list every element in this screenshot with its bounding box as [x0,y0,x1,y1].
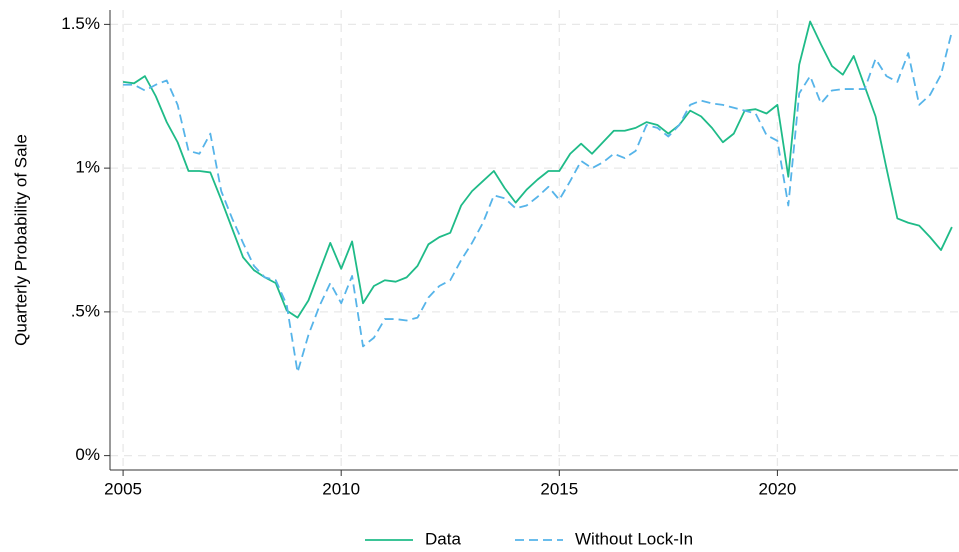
y-tick-label: 1.5% [61,14,100,33]
legend-label: Data [425,529,461,548]
x-tick-label: 2005 [104,479,142,498]
x-tick-label: 2015 [540,479,578,498]
x-tick-label: 2020 [758,479,796,498]
y-tick-label: 0% [75,445,100,464]
series-line [122,20,953,319]
legend-label: Without Lock-In [575,529,693,548]
x-tick-label: 2010 [322,479,360,498]
series-line [123,31,953,374]
y-axis-label: Quarterly Probability of Sale [11,134,30,346]
y-tick-label: 1% [75,158,100,177]
y-tick-label: .5% [71,301,100,320]
